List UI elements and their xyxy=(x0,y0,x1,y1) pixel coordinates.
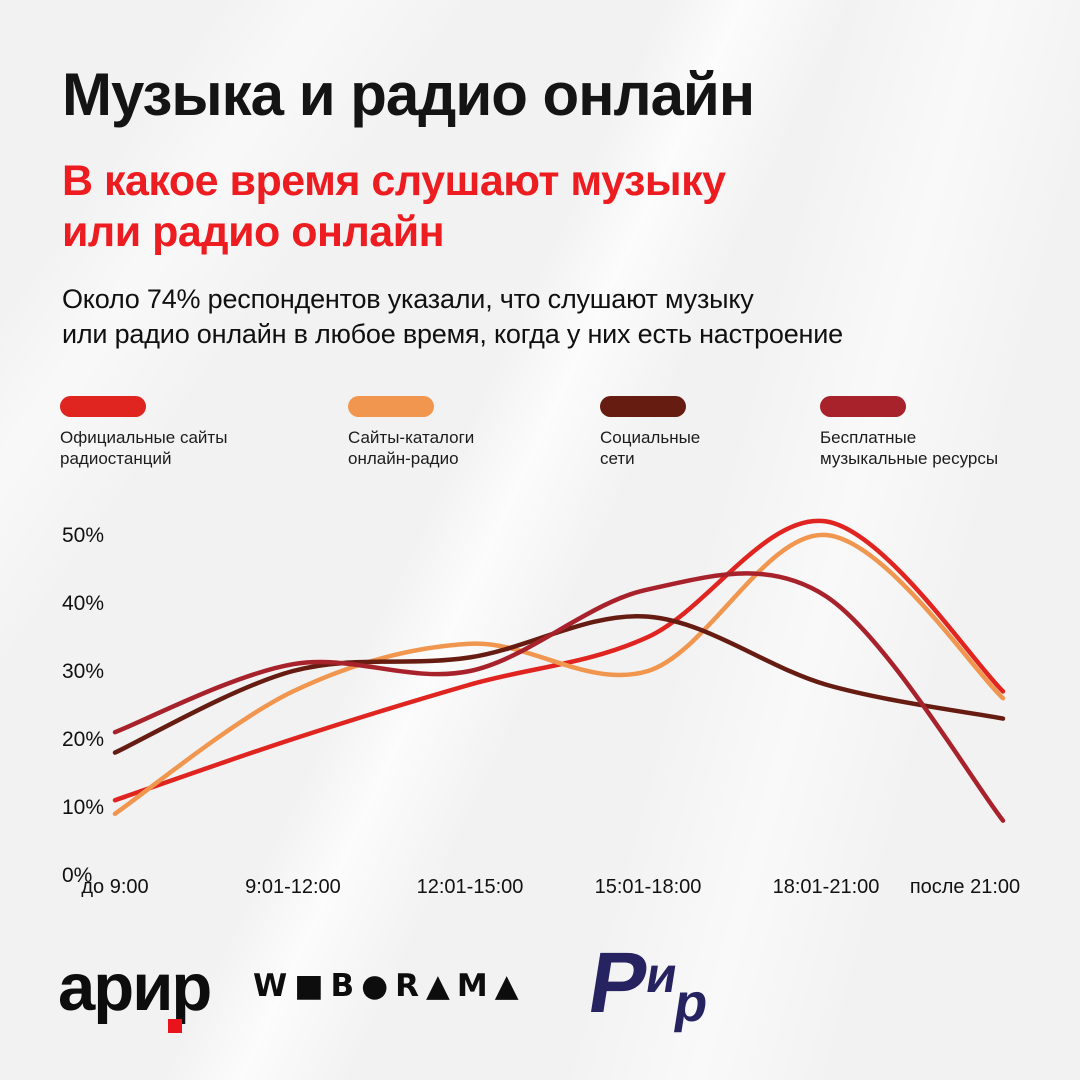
legend-label: Официальные сайты радиостанций xyxy=(60,428,228,468)
y-axis-tick-0: 0% xyxy=(62,864,92,887)
subtitle-line-2: или радио онлайн xyxy=(62,207,445,256)
page-title: Музыка и радио онлайн xyxy=(62,61,755,128)
legend-swatch-brown xyxy=(600,396,686,417)
legend-swatch-red xyxy=(60,396,146,417)
x-axis-label-2: 12:01-15:00 xyxy=(417,876,524,898)
subtitle-line-1: В какое время слушают музыку xyxy=(62,157,726,205)
time-of-day-line-chart: 0% 10% 20% 30% 40% 50% до 9:00 9:01-12:00 12:01-… xyxy=(62,518,1020,898)
page-subtitle: В какое время слушают музыку или радио о… xyxy=(62,156,822,257)
x-axis-label-4: 18:01-21:00 xyxy=(773,876,880,898)
arir-logo: арир xyxy=(58,954,212,1033)
x-axis-label-5: после 21:00 xyxy=(910,876,1020,898)
description-line-2: или радио онлайн в любое время, когда у … xyxy=(62,319,843,350)
legend-swatch-orange xyxy=(348,396,434,417)
description-line-1: Около 74% респондентов указали, что слуш… xyxy=(62,284,754,314)
line-free-music-resources xyxy=(112,571,1006,823)
line-official-radio-sites xyxy=(112,518,1006,803)
y-axis-tick-20: 20% xyxy=(62,728,104,751)
x-axis-label-0: до 9:00 xyxy=(81,876,148,898)
legend-swatch-crimson xyxy=(820,396,906,417)
legend-item-social-networks: Социальные сети xyxy=(600,396,700,469)
arir-red-dot xyxy=(168,1019,182,1033)
y-axis-tick-30: 30% xyxy=(62,660,104,683)
y-axis-tick-10: 10% xyxy=(62,796,104,819)
legend-label: Бесплатные музыкальные ресурсы xyxy=(820,428,999,468)
y-axis-tick-40: 40% xyxy=(62,592,104,615)
x-axis-label-3: 15:01-18:00 xyxy=(595,876,702,898)
footer-logos: арир W■B●R▲M▲ Р и р xyxy=(0,935,1080,1060)
y-axis-tick-50: 50% xyxy=(62,524,104,547)
legend-item-free-music-resources: Бесплатные музыкальные ресурсы xyxy=(820,396,998,469)
legend-label: Социальные сети xyxy=(600,428,701,468)
chart-legend: Официальные сайты радиостанций Сайты-кат… xyxy=(0,396,1080,476)
legend-item-official-radio-sites: Официальные сайты радиостанций xyxy=(60,396,227,469)
description-text: Около 74% респондентов указали, что слуш… xyxy=(62,282,962,352)
rir-logo: Р и р xyxy=(582,935,713,1033)
x-axis-label-1: 9:01-12:00 xyxy=(245,876,341,898)
legend-item-online-radio-catalogs: Сайты-каталоги онлайн-радио xyxy=(348,396,474,469)
legend-label: Сайты-каталоги онлайн-радио xyxy=(348,428,475,468)
weborama-logo: W■B●R▲M▲ xyxy=(253,968,526,1004)
line-online-radio-catalogs xyxy=(112,532,1006,817)
